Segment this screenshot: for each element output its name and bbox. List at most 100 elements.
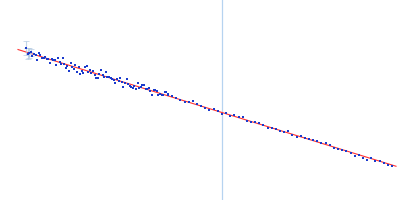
Point bbox=[125, 83, 131, 86]
Point bbox=[56, 60, 63, 64]
Point bbox=[268, 126, 275, 129]
Point bbox=[120, 85, 126, 88]
Point bbox=[96, 72, 102, 75]
Point bbox=[256, 121, 262, 124]
Point bbox=[44, 57, 50, 61]
Point bbox=[227, 114, 234, 117]
Point bbox=[347, 152, 354, 155]
Point bbox=[128, 86, 134, 89]
Point bbox=[339, 149, 346, 152]
Point bbox=[152, 88, 158, 91]
Point bbox=[298, 134, 304, 138]
Point bbox=[45, 58, 52, 61]
Point bbox=[47, 61, 53, 64]
Point bbox=[34, 58, 40, 61]
Point bbox=[343, 149, 350, 152]
Point bbox=[126, 85, 133, 88]
Point bbox=[165, 93, 171, 96]
Point bbox=[74, 70, 80, 73]
Point bbox=[314, 140, 320, 143]
Point bbox=[37, 53, 44, 57]
Point bbox=[154, 90, 160, 93]
Point bbox=[244, 119, 250, 122]
Point bbox=[110, 78, 117, 81]
Point bbox=[72, 63, 79, 66]
Point bbox=[146, 87, 152, 90]
Point bbox=[150, 88, 157, 91]
Point bbox=[376, 159, 383, 162]
Point bbox=[112, 81, 118, 85]
Point bbox=[93, 76, 100, 79]
Point bbox=[79, 69, 85, 72]
Point bbox=[281, 131, 287, 134]
Point bbox=[109, 77, 115, 81]
Point bbox=[223, 112, 229, 115]
Point bbox=[169, 95, 175, 98]
Point bbox=[28, 51, 34, 54]
Point bbox=[53, 63, 60, 67]
Point bbox=[48, 57, 55, 60]
Point bbox=[131, 85, 138, 88]
Point bbox=[181, 100, 188, 103]
Point bbox=[58, 62, 64, 65]
Point bbox=[64, 64, 71, 67]
Point bbox=[29, 54, 36, 57]
Point bbox=[273, 128, 279, 131]
Point bbox=[335, 147, 341, 150]
Point bbox=[364, 158, 370, 161]
Point bbox=[23, 46, 29, 50]
Point bbox=[144, 87, 150, 90]
Point bbox=[138, 86, 144, 89]
Point bbox=[302, 136, 308, 140]
Point bbox=[26, 51, 32, 55]
Point bbox=[372, 159, 379, 162]
Point bbox=[177, 98, 184, 101]
Point bbox=[231, 113, 238, 116]
Point bbox=[326, 144, 333, 147]
Point bbox=[115, 79, 122, 82]
Point bbox=[318, 141, 325, 144]
Point bbox=[102, 70, 109, 74]
Point bbox=[114, 77, 120, 80]
Point bbox=[219, 113, 225, 116]
Point bbox=[162, 90, 168, 93]
Point bbox=[264, 126, 271, 130]
Point bbox=[133, 87, 139, 90]
Point bbox=[160, 93, 166, 97]
Point bbox=[77, 72, 84, 75]
Point bbox=[94, 77, 101, 80]
Point bbox=[92, 73, 98, 77]
Point bbox=[368, 157, 374, 160]
Point bbox=[240, 115, 246, 118]
Point bbox=[214, 109, 221, 112]
Point bbox=[32, 53, 39, 57]
Point bbox=[134, 81, 141, 84]
Point bbox=[107, 76, 114, 79]
Point bbox=[322, 142, 329, 145]
Point bbox=[331, 146, 337, 149]
Point bbox=[260, 123, 267, 126]
Point bbox=[50, 58, 56, 62]
Point bbox=[142, 88, 149, 91]
Point bbox=[106, 76, 112, 79]
Point bbox=[147, 89, 154, 92]
Point bbox=[141, 83, 147, 86]
Point bbox=[123, 77, 130, 81]
Point bbox=[63, 66, 69, 69]
Point bbox=[163, 90, 170, 93]
Point bbox=[84, 65, 90, 68]
Point bbox=[118, 81, 125, 84]
Point bbox=[360, 156, 366, 159]
Point bbox=[356, 153, 362, 156]
Point bbox=[60, 57, 66, 60]
Point bbox=[352, 154, 358, 157]
Point bbox=[68, 62, 74, 65]
Point bbox=[90, 70, 96, 73]
Point bbox=[173, 97, 180, 100]
Point bbox=[136, 86, 142, 89]
Point bbox=[277, 129, 283, 133]
Point bbox=[149, 94, 155, 97]
Point bbox=[310, 138, 316, 141]
Point bbox=[117, 77, 123, 80]
Point bbox=[82, 65, 88, 68]
